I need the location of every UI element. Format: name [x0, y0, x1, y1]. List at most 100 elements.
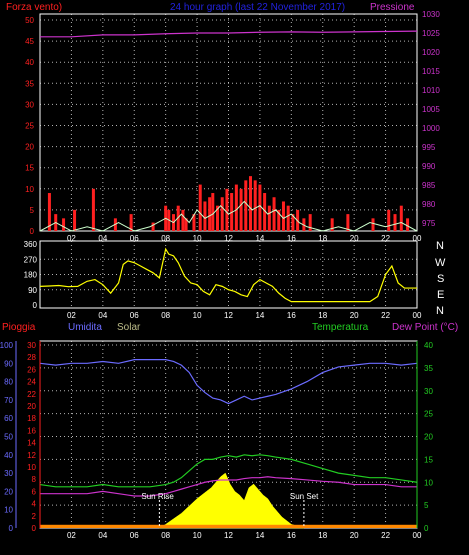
wind-bar [62, 218, 66, 231]
wind-bar [244, 180, 248, 231]
compass-labels: N W S E N [435, 240, 446, 317]
temperature-series [39, 359, 418, 529]
x-tick-00: 00 [413, 311, 422, 320]
rain-tick-30: 30 [27, 341, 36, 350]
wind-bar [91, 188, 95, 231]
pressure-tick-1005: 1005 [422, 105, 440, 114]
wind-bar [47, 193, 51, 231]
pressure-axis-label: Pressione [370, 2, 415, 13]
x-tick-20: 20 [350, 531, 359, 540]
chart-title: 24 hour graph (last 22 November 2017) [170, 2, 345, 13]
compass-e: E [437, 289, 444, 301]
wind-pressure-series [39, 30, 418, 232]
pressure-tick-1000: 1000 [422, 124, 440, 133]
x-tick-00: 00 [413, 234, 422, 243]
pressure-tick-1030: 1030 [422, 10, 440, 19]
rain-axis-label: Pioggia [2, 322, 36, 333]
dewpoint-line [40, 476, 417, 497]
x-tick-16: 16 [287, 531, 296, 540]
x-tick-20: 20 [350, 234, 359, 243]
wind-bar [286, 205, 290, 231]
compass-s: S [437, 273, 444, 285]
direction-tick-270: 270 [24, 255, 38, 264]
wind-y-axis-ticks: 0 5 10 15 20 25 30 35 40 45 50 [25, 16, 34, 236]
x-tick-08: 08 [161, 234, 170, 243]
humidity-y-axis-ticks: 0 10 20 30 40 50 60 70 80 90 100 [0, 341, 14, 533]
wind-tick-30: 30 [25, 100, 34, 109]
humidity-tick-0: 0 [9, 524, 14, 533]
pressure-tick-995: 995 [422, 143, 436, 152]
humidity-tick-30: 30 [4, 469, 13, 478]
wind-x-axis-ticks: 02 04 06 08 10 12 14 16 18 20 22 00 [67, 234, 422, 243]
wind-bar [73, 209, 77, 231]
x-tick-06: 06 [130, 531, 139, 540]
humidity-tick-60: 60 [4, 414, 13, 423]
humidity-line [39, 359, 418, 405]
x-tick-06: 06 [130, 234, 139, 243]
wind-bar [330, 218, 334, 231]
wind-bar [387, 209, 391, 231]
x-tick-12: 12 [224, 311, 233, 320]
wind-bar [211, 193, 215, 231]
x-tick-08: 08 [161, 531, 170, 540]
humidity-tick-100: 100 [0, 341, 14, 350]
x-tick-02: 02 [67, 234, 76, 243]
wind-axis-label: Forza vento) [6, 2, 62, 13]
wind-bar [184, 218, 188, 231]
pressure-tick-985: 985 [422, 181, 436, 190]
wind-tick-0: 0 [30, 227, 35, 236]
pressure-tick-1010: 1010 [422, 86, 440, 95]
pressure-tick-980: 980 [422, 200, 436, 209]
x-tick-10: 10 [193, 311, 202, 320]
compass-w: W [435, 257, 446, 269]
dewpoint-axis-label: Dew Point (°C) [392, 322, 458, 333]
rain-area [40, 524, 417, 528]
x-tick-22: 22 [381, 234, 390, 243]
temperature-tick-40: 40 [424, 341, 433, 350]
temperature-tick-0: 0 [424, 524, 429, 533]
direction-line [39, 247, 417, 303]
temperature-tick-10: 10 [424, 478, 433, 487]
wind-bar [253, 180, 257, 231]
x-tick-12: 12 [224, 531, 233, 540]
wind-bar [220, 197, 224, 231]
rain-tick-10: 10 [27, 463, 36, 472]
x-tick-00: 00 [413, 531, 422, 540]
temperature-tick-35: 35 [424, 364, 433, 373]
wind-bar [258, 184, 262, 231]
direction-tick-360: 360 [24, 240, 38, 249]
wind-bar [371, 218, 375, 231]
wind-bar [198, 184, 202, 231]
wind-tick-5: 5 [30, 206, 35, 215]
temperature-y-axis-ticks: 0 5 10 15 20 25 30 35 40 [424, 341, 433, 533]
humidity-tick-90: 90 [4, 359, 13, 368]
rain-tick-4: 4 [32, 500, 37, 509]
wind-bar [272, 197, 276, 231]
wind-bar [399, 205, 403, 231]
x-tick-14: 14 [255, 531, 264, 540]
x-tick-18: 18 [318, 311, 327, 320]
wind-bar [208, 197, 212, 231]
x-tick-20: 20 [350, 311, 359, 320]
gust-line [39, 200, 418, 232]
rain-tick-2: 2 [32, 512, 37, 521]
x-tick-18: 18 [318, 531, 327, 540]
wind-tick-25: 25 [25, 122, 34, 131]
wind-bar [267, 205, 271, 231]
wind-bar [203, 201, 207, 231]
temperature-tick-25: 25 [424, 410, 433, 419]
x-tick-12: 12 [224, 234, 233, 243]
temperature-axis-label: Temperatura [312, 322, 369, 333]
sunset-label: Sun Set [290, 492, 319, 501]
rain-tick-6: 6 [32, 487, 37, 496]
x-tick-14: 14 [255, 311, 264, 320]
wind-bar [277, 209, 281, 231]
wind-tick-40: 40 [25, 58, 34, 67]
wind-bar [281, 201, 285, 231]
x-tick-22: 22 [381, 531, 390, 540]
wind-bar [248, 176, 252, 231]
direction-tick-180: 180 [24, 271, 38, 280]
wind-tick-15: 15 [25, 164, 34, 173]
wind-tick-50: 50 [25, 16, 34, 25]
